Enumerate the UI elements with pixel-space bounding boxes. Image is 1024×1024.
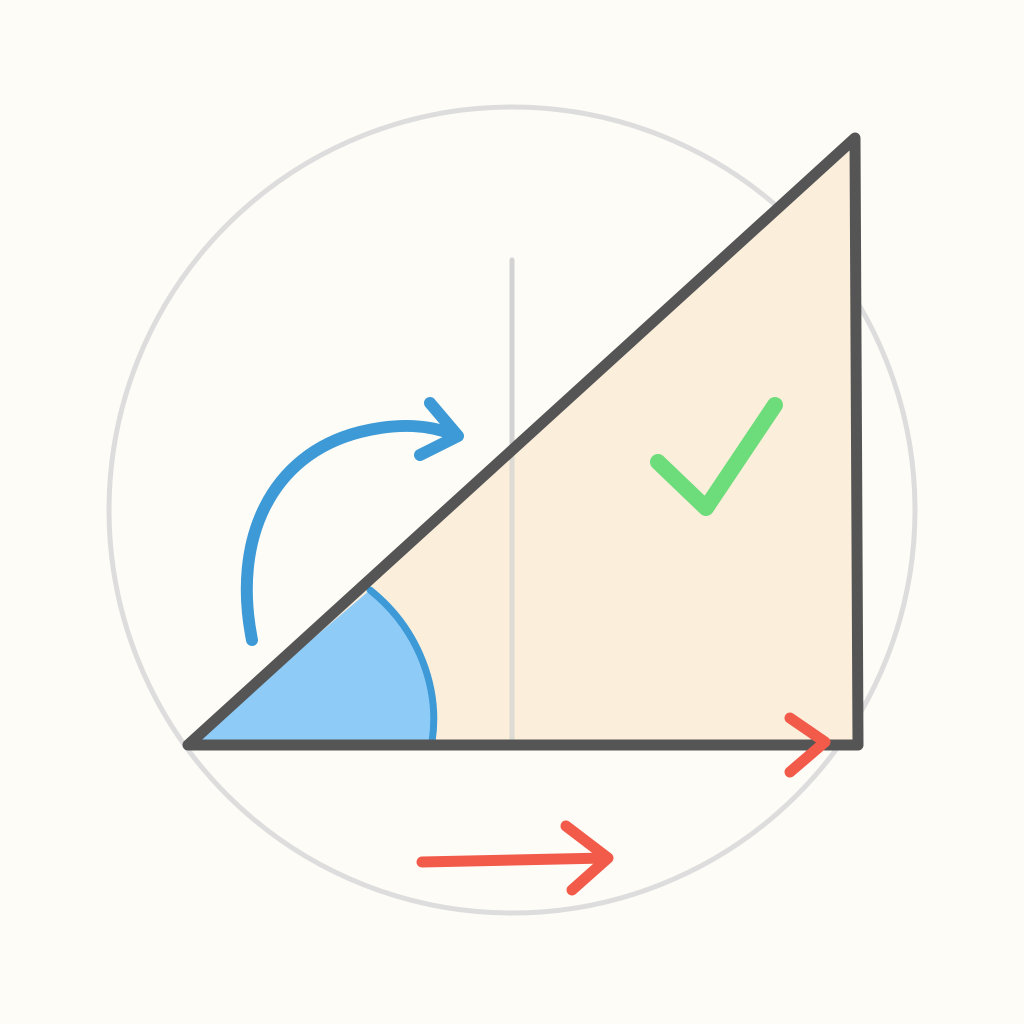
check-mark-icon xyxy=(650,397,783,516)
curved-arrow-icon xyxy=(240,397,464,646)
background-circle xyxy=(106,104,918,916)
corner-arrow-icon xyxy=(784,712,831,778)
angle-arc xyxy=(366,586,438,746)
arrow-right-icon xyxy=(416,820,614,896)
right-triangle-outline xyxy=(182,132,864,751)
angle-wedge xyxy=(188,590,434,745)
